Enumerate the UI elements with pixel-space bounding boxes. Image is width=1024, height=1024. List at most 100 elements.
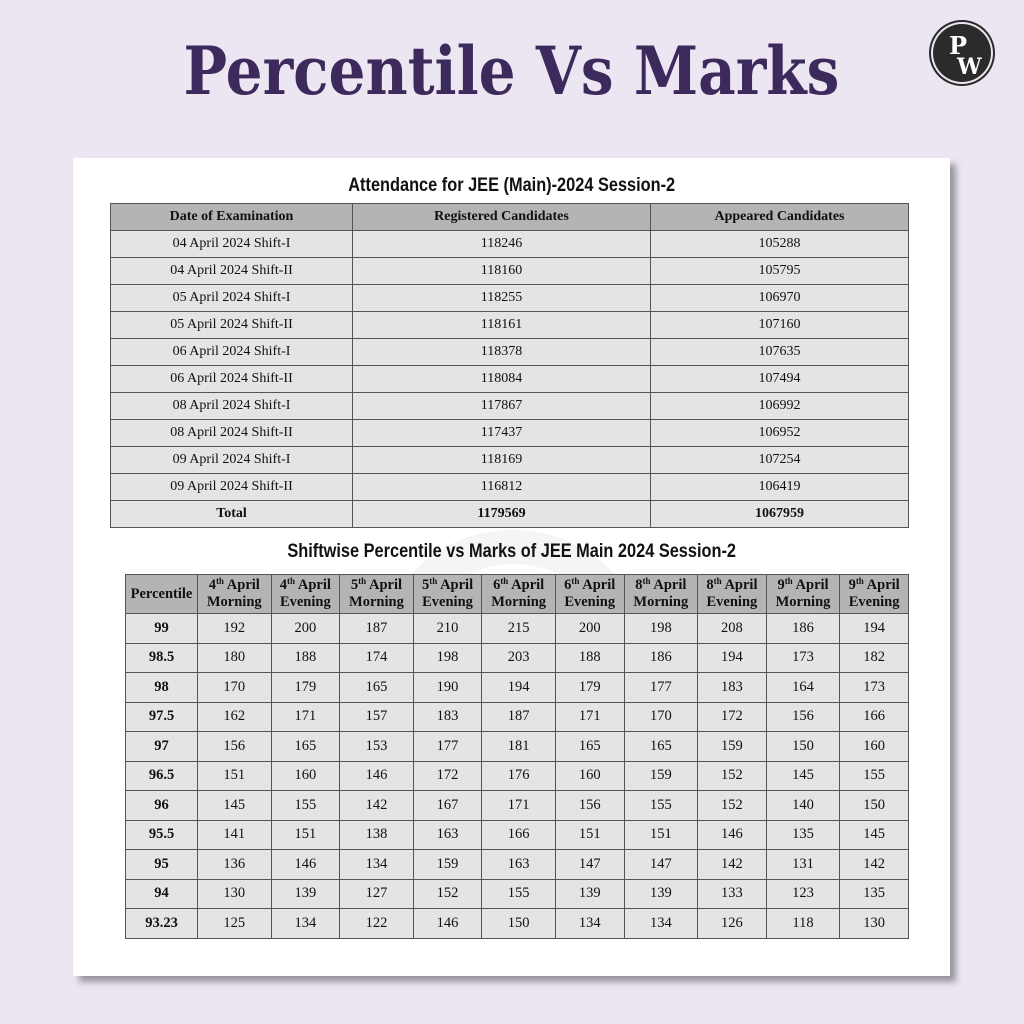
marks-cell: 215 [481,613,556,644]
marks-cell: 145 [765,760,841,791]
exam-date-cell: 04 April 2024 Shift-I [110,230,353,258]
shift-day-suffix: th [713,576,722,586]
marks-cell: 188 [270,642,341,673]
column-header-shift: 5th April Evening [412,574,483,614]
marks-cell: 155 [623,790,699,821]
svg-text:W: W [956,54,982,80]
percentile-cell: 93.23 [125,908,198,939]
shift-day-suffix: th [784,576,793,586]
registered-cell: 118255 [352,284,651,312]
marks-cell: 139 [270,878,341,909]
marks-cell: 174 [339,642,414,673]
appeared-cell: 106970 [650,284,909,312]
marks-cell: 122 [339,908,414,939]
marks-cell: 190 [412,672,483,703]
marks-cell: 134 [339,849,414,880]
marks-cell: 163 [412,819,483,850]
marks-cell: 179 [270,672,341,703]
shift-day-suffix: th [642,576,651,586]
registered-cell: 118378 [352,338,651,366]
shift-day: 6 [564,577,572,593]
marks-cell: 172 [412,760,483,791]
percentile-cell: 95.5 [125,819,198,850]
marks-cell: 163 [481,849,556,880]
marks-cell: 159 [412,849,483,880]
marks-cell: 146 [697,819,767,850]
shift-day-suffix: th [500,576,509,586]
shift-day: 9 [777,577,785,593]
marks-cell: 165 [623,731,699,762]
total-appeared: 1067959 [650,500,909,528]
marks-cell: 160 [270,760,341,791]
column-header-percentile: Percentile [125,574,198,614]
shift-name: Morning [775,594,831,610]
marks-cell: 194 [697,642,767,673]
column-header-shift: 4th April Morning [197,574,272,614]
shift-day: 8 [635,577,643,593]
column-header-shift: 5th April Morning [339,574,414,614]
shift-day: 4 [208,577,216,593]
page-title: Percentile Vs Marks [183,32,840,110]
marks-cell: 171 [481,790,556,821]
marks-cell: 139 [623,878,699,909]
exam-date-cell: 06 April 2024 Shift-II [110,365,353,393]
shift-month: April [866,577,900,593]
shift-month: April [582,577,616,593]
table-row: 09 April 2024 Shift-I 118169 107254 [110,446,909,474]
shift-day: 5 [350,577,359,593]
shift-name: Evening [848,594,900,610]
percentile-cell: 97.5 [125,701,198,732]
column-header-shift: 8th April Evening [697,574,767,614]
shift-day: 5 [421,577,430,593]
marks-cell: 142 [339,790,414,821]
shift-day: 6 [493,577,501,593]
marks-cell: 151 [197,760,272,791]
marks-cell: 135 [839,878,909,909]
percentile-table-title: Shiftwise Percentile vs Marks of JEE Mai… [287,541,737,562]
marks-cell: 182 [839,642,909,673]
marks-cell: 139 [554,878,625,909]
column-header-shift: 8th April Morning [623,574,699,614]
marks-cell: 130 [197,878,272,909]
marks-cell: 173 [765,642,841,673]
shift-day: 4 [279,577,288,593]
marks-cell: 165 [339,672,414,703]
percentile-cell: 98.5 [125,642,198,673]
marks-cell: 141 [197,819,272,850]
marks-cell: 155 [270,790,341,821]
appeared-cell: 107494 [650,365,909,393]
marks-cell: 171 [554,701,625,732]
registered-cell: 116812 [352,473,651,501]
percentile-marks-table: Percentile 4th April Morning 4th April Even… [125,574,909,939]
table-row: 97.5 162 171 157 183 187 171 170 172 156 166 [125,701,909,732]
marks-cell: 194 [481,672,556,703]
marks-cell: 136 [197,849,272,880]
marks-cell: 146 [270,849,341,880]
table-row: 06 April 2024 Shift-I 118378 107635 [110,338,909,366]
marks-cell: 181 [481,731,556,762]
marks-cell: 134 [554,908,625,939]
shift-month: April [724,577,758,593]
marks-cell: 162 [197,701,272,732]
column-header-shift: 9th April Morning [765,574,841,614]
table-row: 04 April 2024 Shift-I 118246 105288 [110,230,909,258]
marks-cell: 198 [412,642,483,673]
column-header: Date of Examination [110,203,353,231]
percentile-cell: 99 [125,613,198,644]
column-header-shift: 4th April Evening [270,574,341,614]
exam-date-cell: 09 April 2024 Shift-I [110,446,353,474]
total-registered: 1179569 [352,500,651,528]
marks-cell: 151 [623,819,699,850]
table-row: 06 April 2024 Shift-II 118084 107494 [110,365,909,393]
marks-cell: 200 [554,613,625,644]
marks-cell: 150 [481,908,556,939]
table-row: 96 145 155 142 167 171 156 155 152 140 150 [125,790,909,821]
percentile-cell: 94 [125,878,198,909]
shift-month: April [440,577,474,593]
marks-cell: 152 [697,760,767,791]
marks-cell: 160 [554,760,625,791]
marks-cell: 130 [839,908,909,939]
marks-cell: 165 [270,731,341,762]
marks-cell: 134 [270,908,341,939]
table-row: 99 192 200 187 210 215 200 198 208 186 194 [125,613,909,644]
